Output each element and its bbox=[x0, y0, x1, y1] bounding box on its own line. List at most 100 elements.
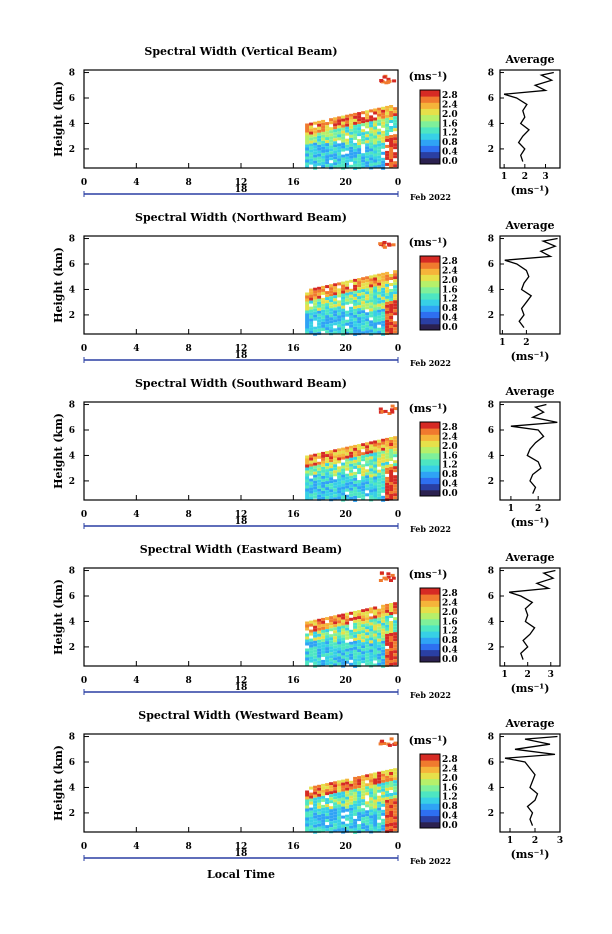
heatmap-cell bbox=[309, 134, 314, 138]
heatmap-cell bbox=[317, 295, 322, 299]
heatmap-cell bbox=[377, 656, 382, 660]
heatmap-cell bbox=[333, 479, 338, 483]
heatmap-cell bbox=[337, 644, 342, 648]
heatmap-cell bbox=[337, 816, 342, 820]
heatmap-cell bbox=[337, 143, 342, 147]
heatmap-cell bbox=[305, 135, 310, 139]
colorbar-swatch bbox=[420, 305, 440, 312]
heatmap-cell bbox=[381, 441, 386, 445]
heatmap-cell bbox=[341, 658, 346, 662]
heatmap-cell bbox=[373, 657, 378, 661]
colorbar-swatch bbox=[420, 649, 440, 657]
heatmap-cell bbox=[317, 162, 322, 166]
heatmap-cell bbox=[349, 457, 354, 461]
heatmap-cell bbox=[369, 456, 374, 460]
x-tick-label: 8 bbox=[186, 344, 192, 354]
avg-y-tick-label: 8 bbox=[488, 567, 494, 577]
heatmap-cell bbox=[325, 813, 330, 817]
heatmap-cell bbox=[337, 801, 342, 805]
heatmap-cell bbox=[353, 314, 358, 318]
heatmap-cell bbox=[393, 611, 398, 615]
heatmap-cell bbox=[345, 153, 350, 157]
y-tick-label: 2 bbox=[69, 477, 75, 487]
heatmap-cell bbox=[389, 796, 394, 799]
heatmap-cell bbox=[325, 125, 330, 129]
heatmap-cell bbox=[389, 467, 394, 470]
heatmap-cell bbox=[349, 451, 354, 455]
heatmap-cell bbox=[361, 811, 366, 815]
heatmap-cell bbox=[345, 645, 350, 649]
heatmap-cell bbox=[341, 130, 346, 134]
heatmap-cell bbox=[309, 819, 314, 823]
heatmap-cell bbox=[317, 307, 322, 311]
heatmap-cell bbox=[321, 451, 326, 455]
heatmap-cell bbox=[333, 491, 338, 495]
heatmap-cell bbox=[378, 407, 383, 411]
heatmap-cell bbox=[377, 629, 382, 633]
heatmap-cell bbox=[393, 635, 398, 639]
x-tick-label: 20 bbox=[339, 510, 352, 520]
heatmap-cell bbox=[313, 806, 318, 810]
heatmap-cell bbox=[365, 813, 370, 817]
heatmap-cell bbox=[337, 484, 342, 488]
heatmap-cell bbox=[389, 443, 394, 446]
heatmap-cell bbox=[325, 659, 330, 663]
y-tick-label: 4 bbox=[69, 119, 75, 129]
heatmap-cell bbox=[369, 296, 374, 300]
heatmap-cell bbox=[373, 491, 378, 495]
heatmap-cell bbox=[381, 604, 386, 608]
heatmap-cell bbox=[381, 661, 386, 665]
heatmap-cell bbox=[345, 286, 350, 290]
heatmap-cell bbox=[381, 483, 386, 487]
heatmap-cell bbox=[337, 448, 342, 452]
average-xlabel: (ms⁻¹) bbox=[511, 848, 550, 861]
heatmap-cell bbox=[365, 617, 370, 621]
heatmap-cell bbox=[345, 814, 350, 818]
heatmap-cell bbox=[321, 321, 326, 325]
heatmap-cell bbox=[373, 826, 378, 830]
heatmap-cell bbox=[353, 827, 358, 831]
heatmap-cell bbox=[309, 620, 314, 624]
heatmap-cell bbox=[321, 460, 326, 464]
heatmap-cell bbox=[325, 324, 330, 328]
heatmap-cell bbox=[337, 460, 342, 464]
heatmap-cell bbox=[325, 825, 330, 829]
heatmap-cell bbox=[377, 611, 382, 615]
heatmap-cell bbox=[365, 330, 370, 334]
date-label: Feb 2022 bbox=[410, 856, 451, 866]
heatmap-cell bbox=[373, 280, 378, 284]
heatmap-cell bbox=[361, 467, 366, 471]
heatmap-cell bbox=[365, 155, 370, 159]
heatmap-cell bbox=[321, 140, 326, 144]
heatmap-cell bbox=[345, 458, 350, 462]
heatmap-cell bbox=[321, 119, 326, 123]
heatmap-cell bbox=[361, 627, 366, 631]
heatmap-cell bbox=[365, 152, 370, 156]
heatmap-cell bbox=[353, 474, 358, 478]
heatmap-cell bbox=[349, 315, 354, 319]
panel-4: Spectral Width (Eastward Beam)0 4 8 12 16 20 0… bbox=[52, 543, 561, 700]
heatmap-cell bbox=[313, 290, 318, 294]
heatmap-cell bbox=[373, 319, 378, 323]
heatmap-cell bbox=[365, 149, 370, 153]
heatmap-cell bbox=[377, 774, 382, 778]
heatmap-cell bbox=[381, 486, 386, 490]
heatmap-cell bbox=[341, 640, 346, 644]
heatmap-cell bbox=[373, 642, 378, 646]
heatmap-cell bbox=[317, 488, 322, 492]
y-tick-label: 2 bbox=[69, 311, 75, 321]
heatmap-cell bbox=[373, 775, 378, 779]
heatmap-cell bbox=[341, 296, 346, 300]
heatmap-cell bbox=[365, 816, 370, 820]
x-tick-label: 4 bbox=[133, 344, 139, 354]
average-frame bbox=[499, 69, 561, 169]
heatmap-cell bbox=[389, 660, 394, 663]
heatmap-cell bbox=[313, 791, 318, 795]
heatmap-cell bbox=[325, 478, 330, 482]
panel-title: Spectral Width (Vertical Beam) bbox=[144, 45, 337, 58]
heatmap-cell bbox=[345, 123, 350, 127]
heatmap-cell bbox=[357, 278, 362, 282]
panel-3: Spectral Width (Southward Beam)0 4 8 12 16 20… bbox=[52, 377, 561, 534]
heatmap-cell bbox=[381, 281, 386, 285]
heatmap-cell bbox=[345, 805, 350, 809]
